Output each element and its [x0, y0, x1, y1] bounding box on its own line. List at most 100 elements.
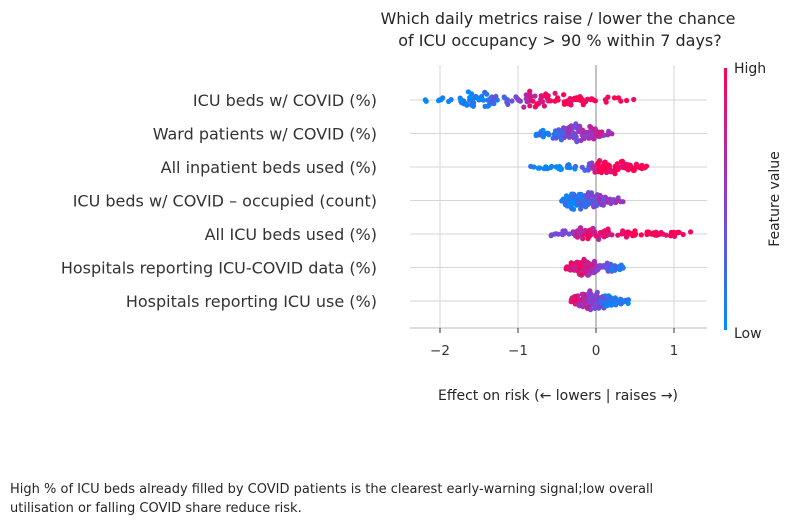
shap-point	[577, 200, 583, 206]
shap-point	[521, 104, 527, 110]
shap-point	[570, 201, 576, 207]
shap-point	[620, 229, 626, 236]
shap-point	[588, 124, 594, 130]
shap-point	[600, 295, 606, 301]
shap-point	[614, 161, 620, 167]
shap-point	[590, 296, 596, 303]
feature-label: All ICU beds used (%)	[205, 225, 377, 244]
shap-point	[599, 129, 605, 135]
shap-point	[607, 231, 613, 237]
feature-label: All inpatient beds used (%)	[161, 158, 377, 177]
x-axis: −2 −1 0 1	[410, 327, 707, 359]
shap-point	[527, 103, 533, 109]
shap-point	[576, 300, 582, 306]
chart-title-line-2: of ICU occupancy > 90 % within 7 days?	[398, 31, 722, 50]
shap-point	[624, 97, 630, 104]
shap-point	[581, 136, 587, 142]
feature-row: ICU beds w/ COVID – occupied (count)	[73, 190, 707, 212]
shap-point	[436, 98, 442, 104]
shap-point	[509, 98, 515, 104]
shap-point	[583, 201, 589, 207]
shap-point	[574, 139, 580, 145]
shap-point	[532, 93, 538, 99]
shap-point	[631, 96, 637, 103]
shap-point	[572, 166, 578, 172]
shap-point	[573, 134, 579, 140]
shap-point	[551, 131, 557, 137]
shap-point	[576, 230, 583, 236]
feature-row: Hospitals reporting ICU-COVID data (%)	[61, 256, 707, 278]
shap-point	[590, 202, 596, 208]
shap-point	[582, 98, 588, 104]
shap-point	[562, 201, 568, 208]
shap-point	[570, 229, 576, 235]
shap-point	[609, 264, 615, 270]
feature-label: ICU beds w/ COVID (%)	[193, 91, 377, 110]
shap-point	[482, 89, 488, 95]
shap-point	[611, 95, 618, 101]
shap-point	[616, 263, 623, 270]
shap-point	[458, 97, 464, 103]
shap-point	[566, 127, 572, 133]
shap-point	[578, 206, 584, 212]
shap-point	[615, 232, 621, 238]
shap-point	[564, 264, 570, 270]
shap-point	[605, 94, 611, 100]
shap-point	[586, 233, 593, 239]
shap-point	[590, 262, 596, 268]
shap-point	[558, 137, 565, 143]
colorbar-high-label: High	[734, 61, 766, 77]
x-tick-label: −1	[508, 343, 528, 359]
shap-point	[545, 130, 551, 136]
shap-point	[567, 96, 573, 102]
shap-point	[590, 301, 596, 307]
shap-point	[587, 128, 593, 134]
shap-point	[515, 96, 521, 102]
shap-point	[558, 166, 564, 172]
shap-point	[548, 98, 554, 104]
shap-point	[589, 96, 595, 102]
shap-point	[528, 163, 534, 169]
shap-point	[580, 128, 586, 134]
shap-point	[552, 90, 558, 96]
shap-point	[644, 163, 650, 169]
feature-label: Ward patients w/ COVID (%)	[153, 125, 377, 144]
feature-label: ICU beds w/ COVID – occupied (count)	[73, 192, 377, 211]
shap-point	[504, 97, 510, 103]
shap-point	[607, 130, 613, 136]
shap-point	[618, 98, 624, 104]
feature-row: All inpatient beds used (%)	[161, 158, 707, 177]
shap-point	[618, 301, 624, 307]
shap-point	[585, 167, 591, 173]
shap-point	[586, 135, 592, 141]
shap-point	[592, 169, 598, 175]
shap-point	[595, 267, 601, 273]
feature-label: Hospitals reporting ICU-COVID data (%)	[61, 259, 377, 278]
shap-point	[561, 92, 567, 98]
shap-point	[586, 228, 592, 234]
shap-point	[527, 88, 533, 94]
chart-caption: High % of ICU beds already filled by COV…	[10, 482, 654, 516]
shap-point	[627, 162, 633, 168]
shap-point	[626, 230, 632, 236]
shap-point	[541, 166, 547, 172]
shap-point	[581, 265, 588, 271]
shap-point	[605, 297, 611, 303]
shap-point	[620, 199, 626, 205]
shap-point	[577, 94, 583, 100]
shap-point	[591, 270, 597, 276]
shap-point	[534, 102, 540, 108]
shap-point	[524, 99, 530, 105]
shap-point	[552, 98, 558, 104]
shap-point	[577, 123, 583, 129]
shap-point	[580, 229, 587, 235]
shap-point	[608, 168, 614, 174]
shap-point	[591, 135, 597, 141]
shap-point	[631, 167, 637, 174]
shap-point	[562, 230, 568, 236]
shap-point	[657, 231, 663, 237]
shap-point	[568, 260, 574, 266]
feature-row: Hospitals reporting ICU use (%)	[126, 288, 707, 313]
feature-row: ICU beds w/ COVID (%)	[193, 88, 707, 110]
shap-point	[569, 206, 575, 212]
